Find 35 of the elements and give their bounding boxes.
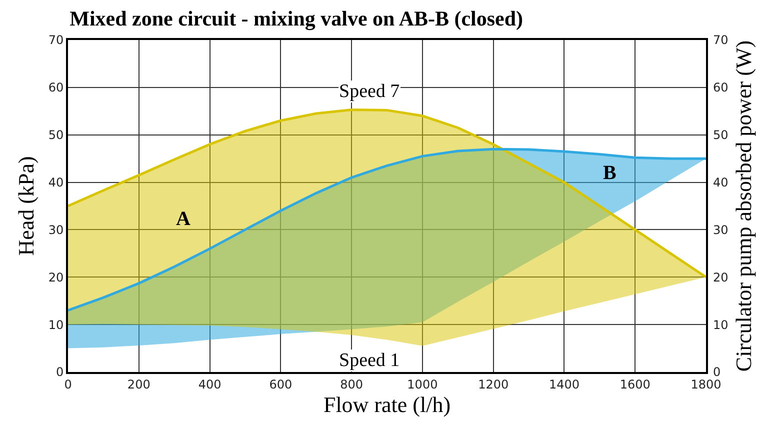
y2-tick-label: 50 — [713, 128, 728, 142]
y-tick-label: 50 — [48, 128, 64, 142]
x-tick-label: 1600 — [620, 377, 650, 392]
y-tick-label: 60 — [48, 80, 64, 95]
y2-tick-label: 10 — [713, 318, 728, 332]
annotation: Speed 7 — [339, 81, 400, 102]
line-series — [68, 108, 706, 278]
x-tick-label: 200 — [127, 377, 150, 392]
x-tick-label: 800 — [340, 377, 364, 392]
annotation: B — [603, 162, 616, 184]
y-axis-title: Head (kPa) — [14, 156, 39, 256]
x-tick-label: 1200 — [478, 377, 509, 392]
y2-tick-label: 20 — [713, 270, 728, 284]
y-tick-label: 20 — [48, 270, 64, 284]
y-tick-label: 30 — [48, 222, 64, 237]
x-axis-title: Flow rate (l/h) — [323, 392, 451, 417]
chart-title: Mixed zone circuit - mixing valve on AB-B (closed) — [70, 6, 524, 30]
x-tick-label: 400 — [198, 377, 222, 392]
y-tick-label: 70 — [48, 33, 64, 48]
y2-tick-label: 40 — [713, 175, 728, 190]
y-tick-label: 10 — [48, 318, 64, 332]
x-tick-label: 1800 — [690, 377, 722, 392]
y-tick-label: 0 — [56, 365, 64, 380]
x-tick-label: 600 — [269, 377, 292, 392]
y2-tick-label: 70 — [713, 33, 728, 48]
annotation: A — [176, 208, 191, 230]
line-series — [68, 148, 706, 312]
y2-tick-label: 60 — [713, 80, 728, 95]
x-tick-label: 1000 — [407, 377, 438, 392]
x-tick-label: 1400 — [548, 377, 580, 392]
y2-tick-label: 30 — [713, 222, 728, 237]
y2-tick-label: 0 — [713, 365, 721, 380]
y2-axis-title: Circulator pump absorbed power (W) — [731, 40, 756, 372]
annotation: Speed 1 — [339, 350, 400, 371]
y-tick-label: 40 — [48, 175, 64, 190]
